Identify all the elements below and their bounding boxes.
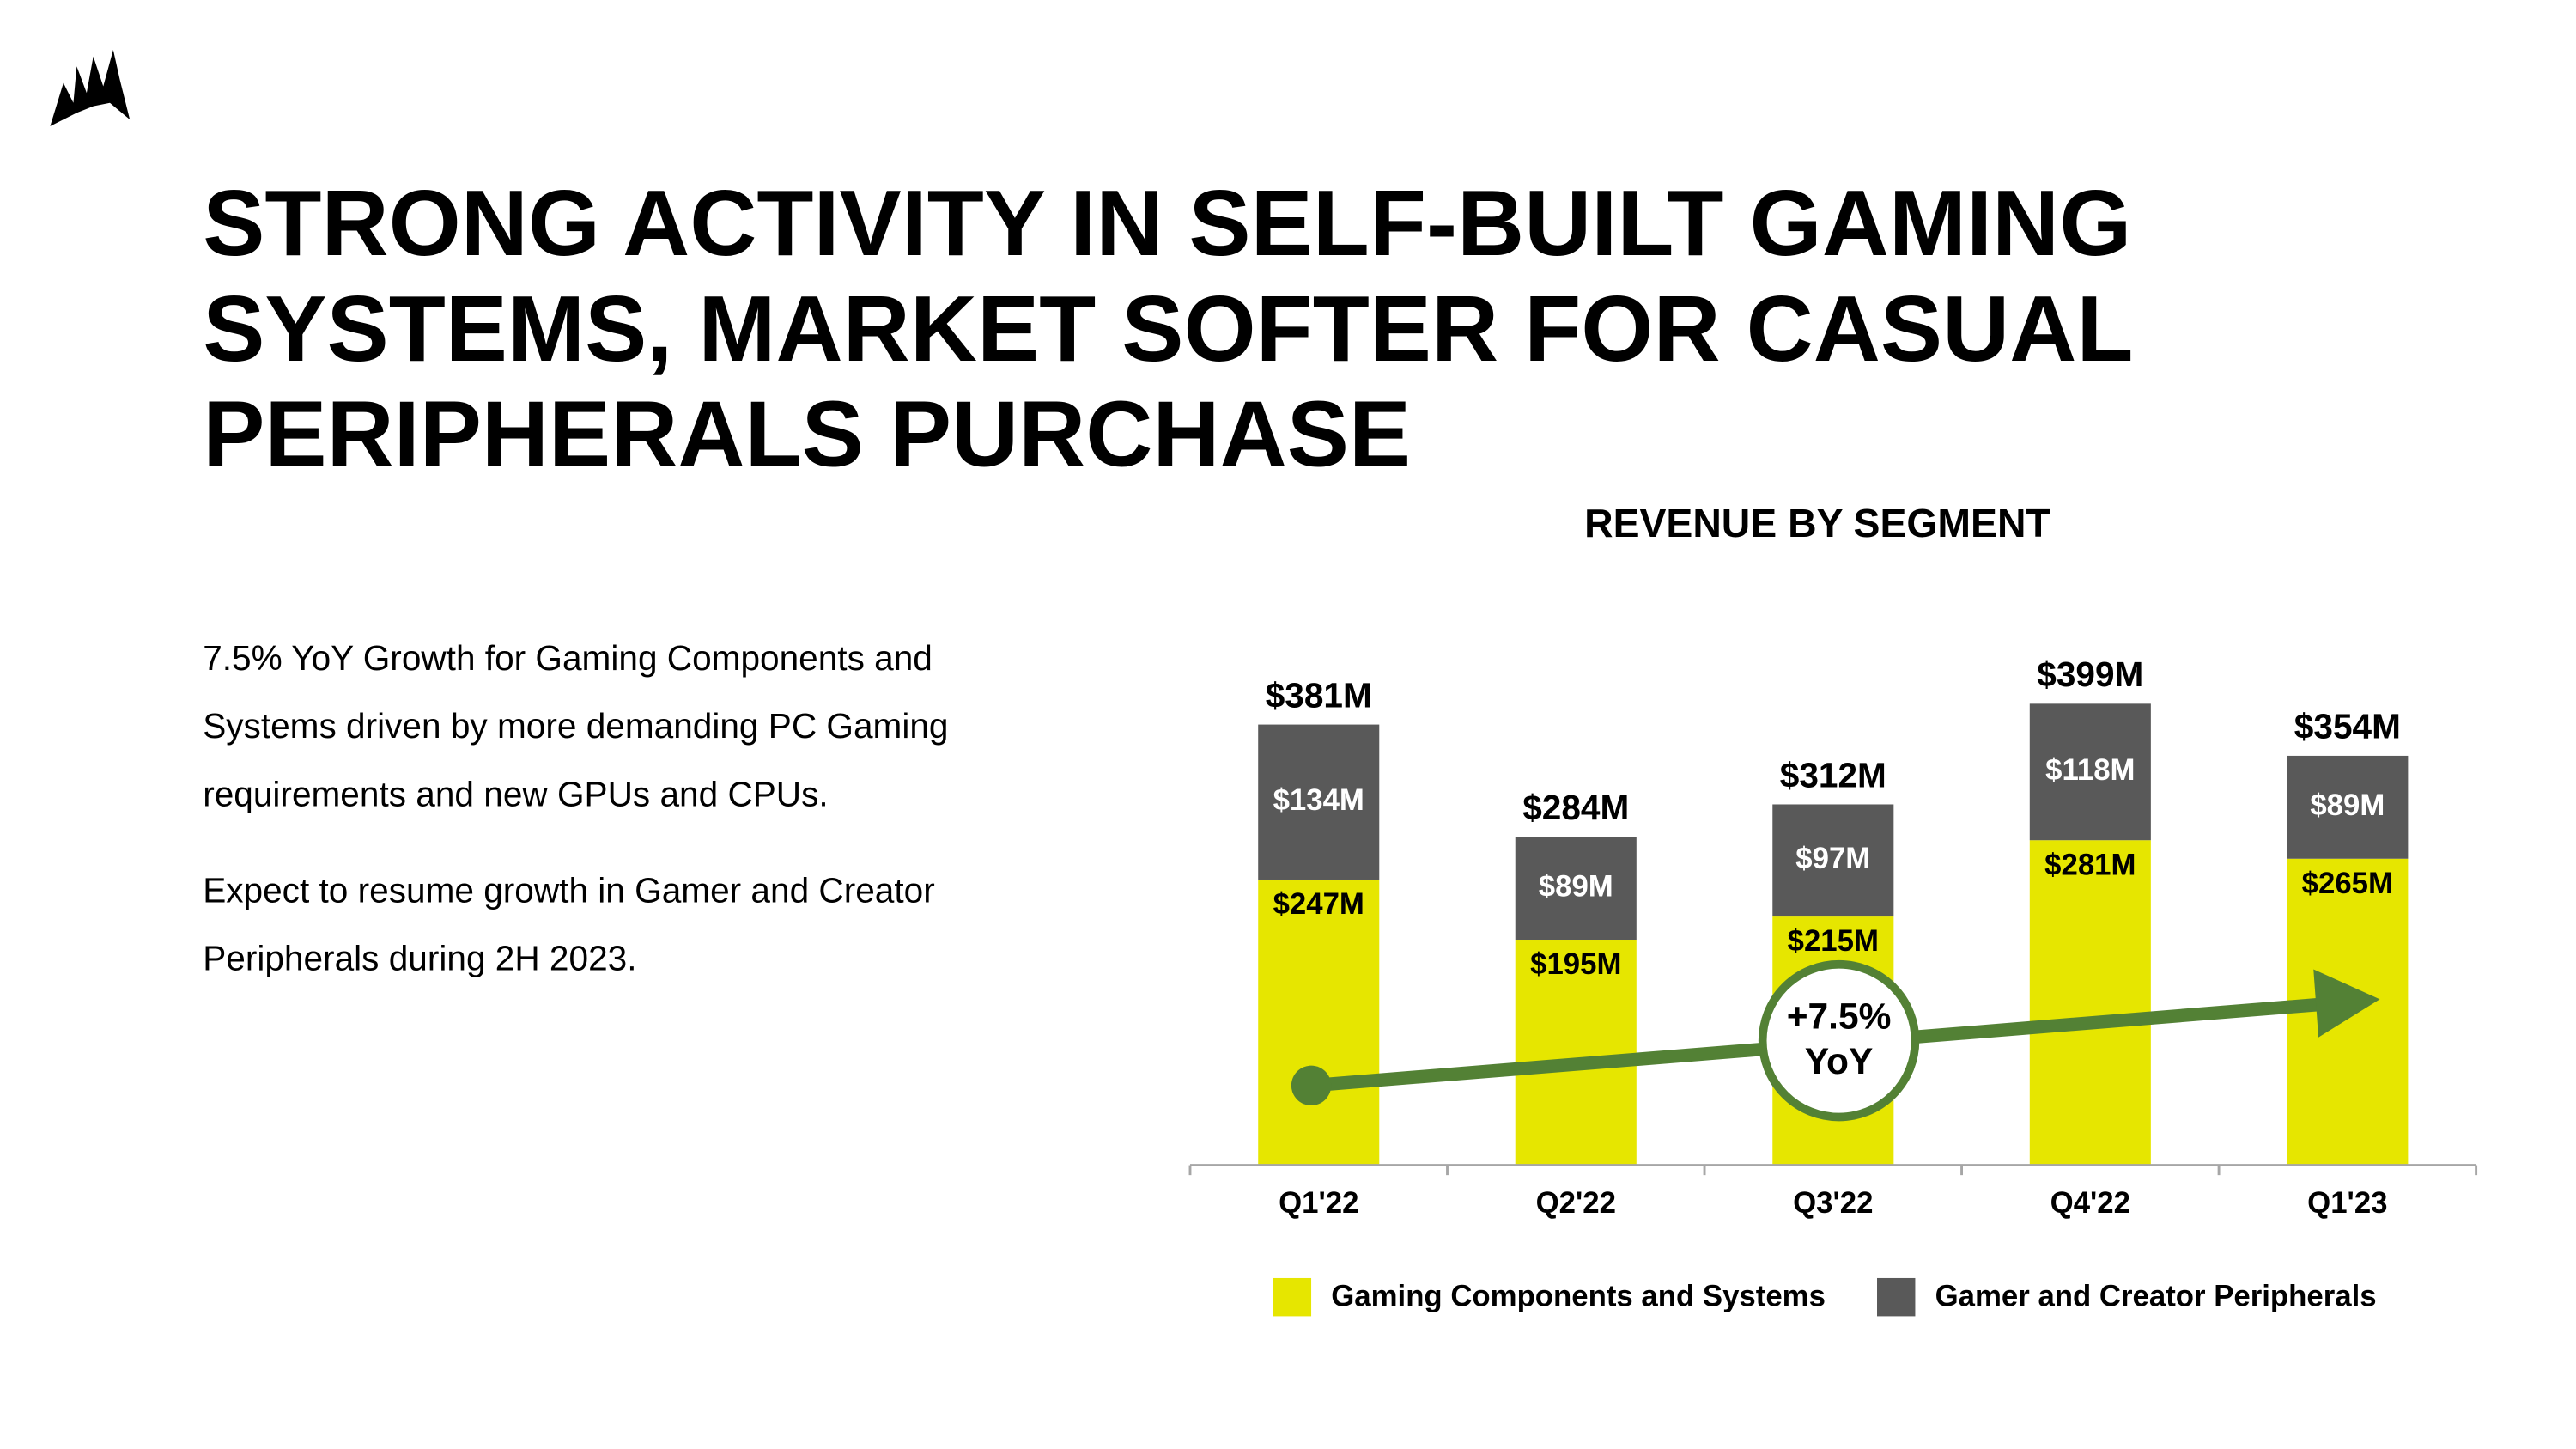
arrow-start — [1291, 1065, 1332, 1105]
legend-swatch — [1273, 1277, 1312, 1317]
chart-title: REVENUE BY SEGMENT — [1584, 501, 2050, 545]
legend-label: Gamer and Creator Peripherals — [1935, 1280, 2377, 1312]
bar-segment — [1258, 724, 1380, 880]
headline: STRONG ACTIVITY IN SELF-BUILT GAMING — [203, 171, 2131, 275]
value-label: $89M — [2310, 789, 2385, 822]
total-label: $312M — [1780, 755, 1886, 795]
legend-swatch — [1877, 1277, 1916, 1317]
x-tick-label: Q2'22 — [1536, 1187, 1616, 1220]
bar-segment — [2029, 703, 2151, 841]
headline: SYSTEMS, MARKET SOFTER FOR CASUAL — [203, 277, 2133, 381]
value-label: $118M — [2045, 754, 2135, 787]
arrow-head — [2313, 969, 2380, 1038]
legend-label: Gaming Components and Systems — [1331, 1280, 1826, 1312]
logo — [50, 49, 131, 126]
annotation-text: +7.5% — [1787, 997, 1892, 1038]
annotation-circle — [1758, 959, 1920, 1122]
body-text: 7.5% YoY Growth for Gaming Components an… — [203, 638, 933, 678]
value-label: $215M — [1788, 925, 1879, 958]
bar-segment — [1515, 837, 1637, 941]
bar-segment — [2029, 840, 2151, 1166]
x-tick-label: Q1'23 — [2307, 1187, 2387, 1220]
x-tick-label: Q3'22 — [1793, 1187, 1873, 1220]
value-label: $134M — [1273, 784, 1364, 817]
body-text: Expect to resume growth in Gamer and Cre… — [203, 870, 935, 910]
total-label: $284M — [1522, 788, 1629, 827]
value-label: $247M — [1273, 888, 1364, 921]
value-label: $97M — [1795, 843, 1870, 875]
total-label: $354M — [2294, 707, 2401, 746]
bar-segment — [2287, 755, 2409, 859]
body-text: Peripherals during 2H 2023. — [203, 939, 636, 978]
total-label: $381M — [1266, 675, 1372, 715]
value-label: $265M — [2302, 868, 2393, 900]
logo-sails — [50, 49, 131, 126]
total-label: $399M — [2037, 654, 2143, 694]
value-label: $89M — [1539, 870, 1613, 903]
value-label: $195M — [1530, 948, 1621, 981]
bar-segment — [1515, 940, 1637, 1166]
headline: PERIPHERALS PURCHASE — [203, 382, 1411, 486]
x-tick-label: Q4'22 — [2050, 1187, 2130, 1220]
body-text: Systems driven by more demanding PC Gami… — [203, 706, 948, 746]
bar-segment — [1772, 804, 1894, 917]
value-label: $281M — [2044, 849, 2136, 881]
x-tick-label: Q1'22 — [1279, 1187, 1358, 1220]
body-text: requirements and new GPUs and CPUs. — [203, 774, 829, 813]
bar-segment — [1258, 879, 1380, 1166]
annotation-text: YoY — [1805, 1042, 1873, 1082]
